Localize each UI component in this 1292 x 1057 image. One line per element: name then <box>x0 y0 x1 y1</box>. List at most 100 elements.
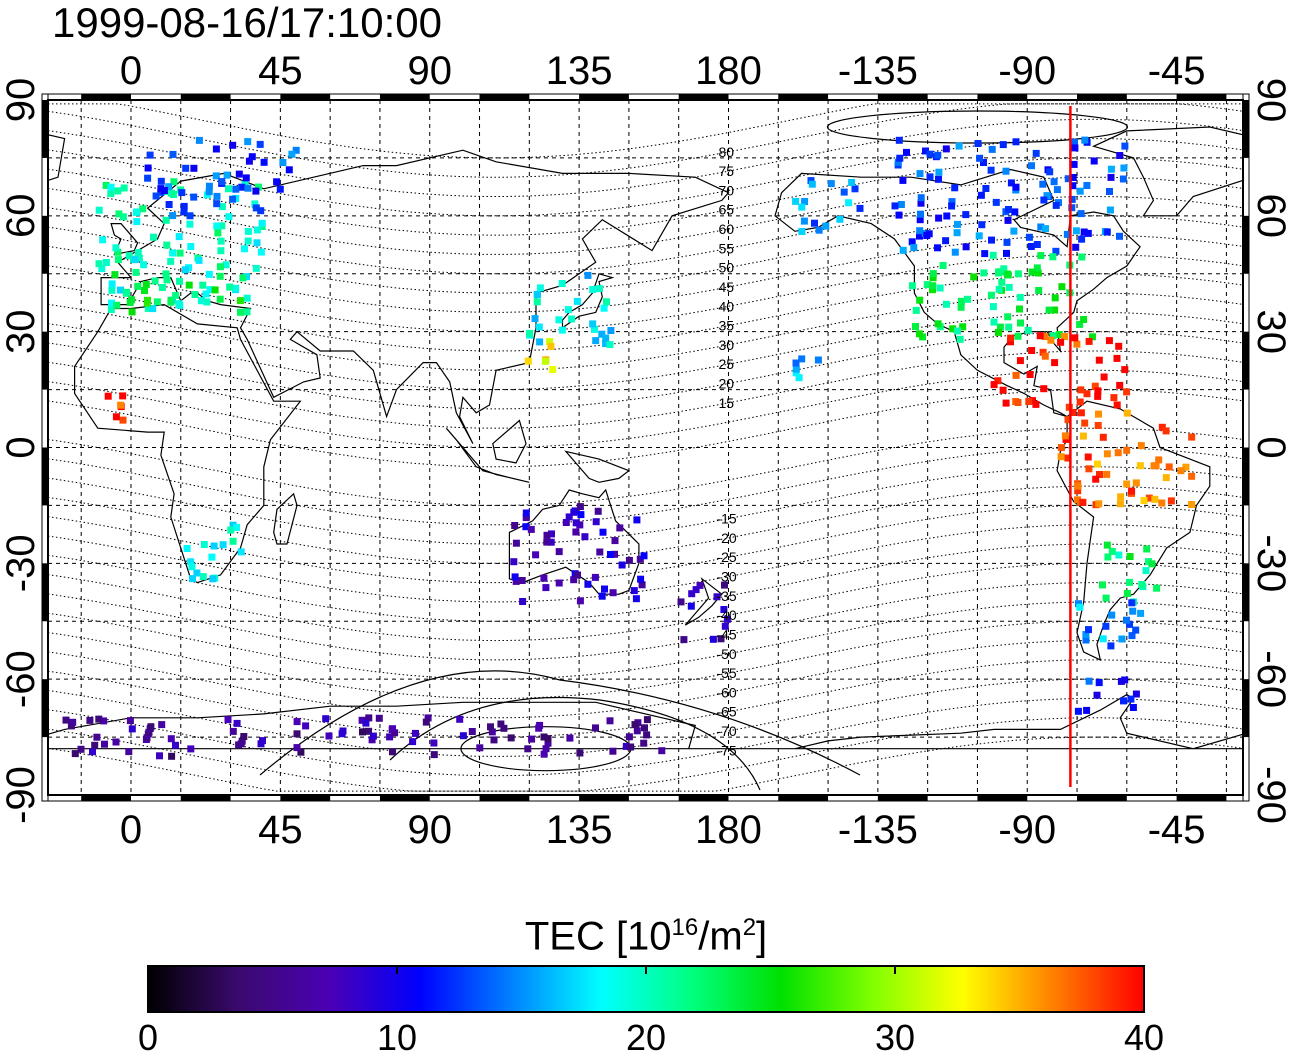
tec-point <box>276 185 284 193</box>
tec-point <box>512 577 520 585</box>
tec-point <box>244 237 252 245</box>
tec-point <box>1069 182 1077 190</box>
tec-point <box>512 539 520 547</box>
tec-point <box>1105 337 1113 345</box>
tec-point <box>903 148 910 156</box>
tec-point <box>570 576 578 584</box>
tec-point <box>368 736 376 744</box>
tec-point <box>1103 228 1111 236</box>
tec-point <box>1106 188 1113 195</box>
tec-point <box>1071 144 1079 152</box>
tec-point <box>540 750 548 758</box>
tec-point <box>1116 500 1124 508</box>
tec-point <box>243 308 251 316</box>
tec-point <box>297 748 305 756</box>
tec-point <box>606 717 614 725</box>
frame-dash-top <box>977 94 1028 100</box>
tec-point <box>1123 480 1131 488</box>
tec-point <box>713 593 721 601</box>
tec-point <box>128 296 136 304</box>
mlat-label: 30 <box>718 337 734 353</box>
tec-point <box>218 178 226 186</box>
tec-point <box>721 622 729 630</box>
tec-point <box>1014 332 1022 340</box>
tec-point <box>1080 228 1088 236</box>
tec-point <box>216 263 224 271</box>
tec-point <box>205 270 213 278</box>
tec-point <box>1121 366 1129 374</box>
tec-point <box>1053 186 1061 194</box>
tec-point <box>1026 371 1034 378</box>
tec-point <box>1084 229 1092 237</box>
tec-point <box>1003 249 1010 257</box>
frame-dash-top <box>678 94 729 100</box>
tec-point <box>815 226 823 234</box>
tec-point <box>1095 356 1103 364</box>
tec-point <box>1028 268 1036 276</box>
tec-point <box>1136 462 1144 470</box>
tec-point <box>795 374 803 382</box>
tec-point <box>640 739 648 747</box>
tec-point <box>128 725 136 733</box>
tec-point <box>1092 475 1100 483</box>
tec-point <box>536 721 544 729</box>
tec-point <box>229 537 237 545</box>
tec-point <box>1103 541 1111 549</box>
tec-point <box>1177 467 1185 475</box>
tec-point <box>251 200 259 208</box>
tec-point <box>1032 149 1040 157</box>
tec-point <box>113 301 121 309</box>
tec-point <box>1117 677 1125 685</box>
mlat-label: 35 <box>718 318 734 334</box>
tec-point <box>152 192 160 200</box>
mlat-label: -15 <box>716 511 736 527</box>
mlat-label: -20 <box>716 530 736 546</box>
tec-point <box>1064 454 1072 462</box>
coastline-south-america <box>1056 400 1211 661</box>
tec-point <box>990 318 998 326</box>
lat-tick-left: 90 <box>0 78 43 123</box>
tec-point <box>232 185 240 193</box>
tec-point <box>1072 227 1080 235</box>
tec-point <box>1099 581 1106 589</box>
tec-point <box>1148 560 1156 568</box>
tec-point <box>577 511 585 519</box>
tec-point <box>140 261 148 269</box>
tec-point <box>1102 622 1110 630</box>
tec-point <box>1004 313 1012 321</box>
tec-point <box>216 272 224 280</box>
tec-point <box>1085 337 1093 345</box>
tec-point <box>915 330 923 338</box>
frame-dash-top <box>280 94 331 100</box>
tec-point <box>1091 382 1099 390</box>
tec-point <box>1123 590 1131 597</box>
tec-point <box>643 716 651 724</box>
tec-point <box>948 202 956 210</box>
tec-point <box>522 514 530 522</box>
tec-point <box>1081 136 1089 144</box>
tec-point <box>358 716 366 724</box>
tec-point <box>144 304 152 312</box>
tec-point <box>573 297 581 305</box>
tec-point <box>1114 449 1122 457</box>
tec-point <box>214 229 222 237</box>
tec-point <box>1085 677 1093 685</box>
tec-point <box>957 303 965 311</box>
tec-point <box>149 305 157 313</box>
tec-point <box>1074 707 1082 715</box>
frame-dash-top <box>877 94 928 100</box>
tec-point <box>169 150 177 158</box>
tec-point <box>536 284 544 292</box>
tec-point <box>1041 333 1049 340</box>
tec-point <box>158 721 166 729</box>
tec-point <box>243 294 251 302</box>
lon-tick-bottom: 45 <box>258 808 303 852</box>
tec-point <box>926 150 934 158</box>
tec-point <box>1095 500 1103 508</box>
tec-point <box>633 727 641 735</box>
tec-point <box>576 597 584 605</box>
tec-point <box>1076 603 1084 611</box>
tec-point <box>592 518 600 526</box>
mlat-label: 20 <box>718 376 734 392</box>
tec-point <box>112 413 120 421</box>
